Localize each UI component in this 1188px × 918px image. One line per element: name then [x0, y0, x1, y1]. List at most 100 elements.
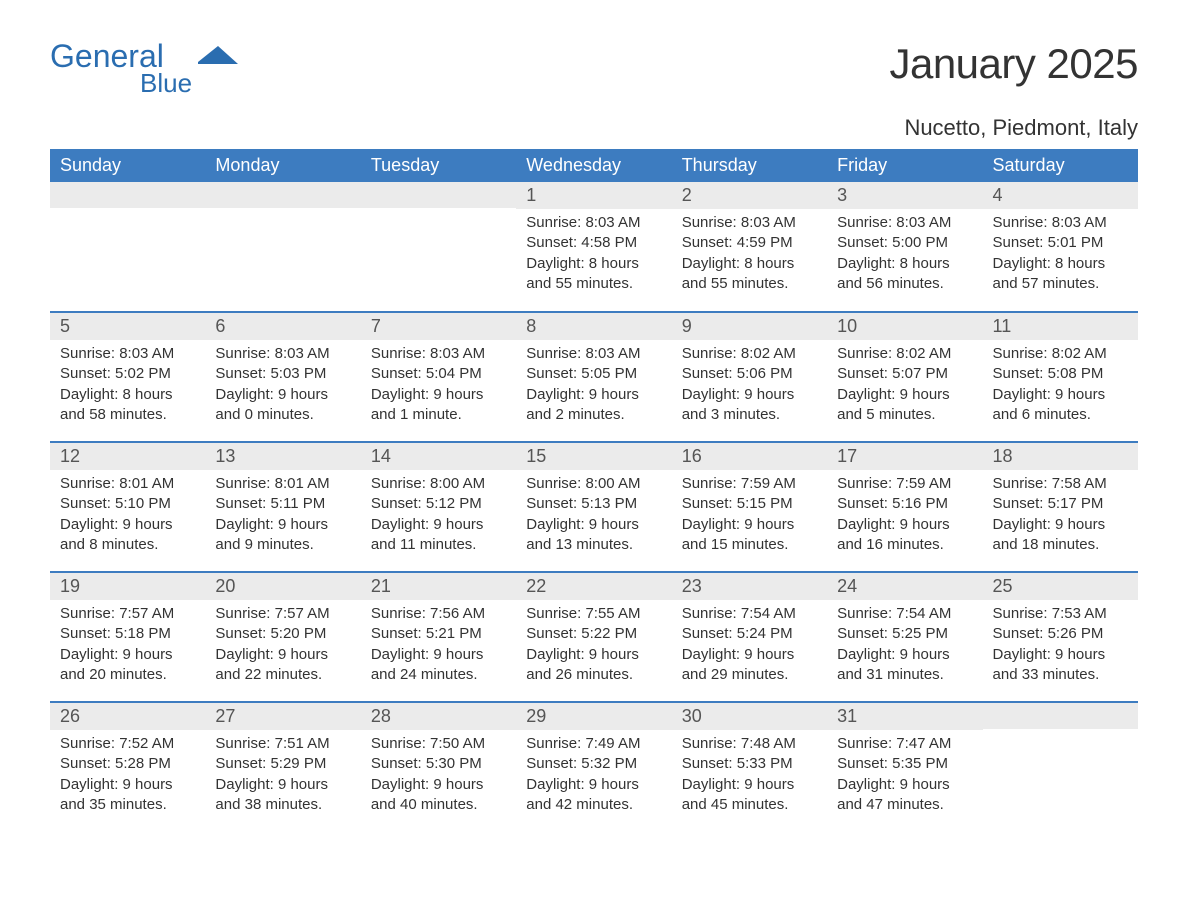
- sunrise-text: Sunrise: 8:02 AM: [837, 344, 972, 364]
- daylight-text: Daylight: 8 hours and 56 minutes.: [837, 254, 972, 295]
- calendar-cell: 14Sunrise: 8:00 AMSunset: 5:12 PMDayligh…: [361, 442, 516, 572]
- daylight-text: Daylight: 9 hours and 15 minutes.: [682, 515, 817, 556]
- sunrise-text: Sunrise: 8:02 AM: [682, 344, 817, 364]
- daylight-text: Daylight: 9 hours and 24 minutes.: [371, 645, 506, 686]
- calendar-cell: 10Sunrise: 8:02 AMSunset: 5:07 PMDayligh…: [827, 312, 982, 442]
- sunrise-text: Sunrise: 7:54 AM: [837, 604, 972, 624]
- calendar-cell: 28Sunrise: 7:50 AMSunset: 5:30 PMDayligh…: [361, 702, 516, 832]
- sunset-text: Sunset: 5:17 PM: [993, 494, 1128, 514]
- day-number: 1: [516, 182, 671, 209]
- calendar-cell: 5Sunrise: 8:03 AMSunset: 5:02 PMDaylight…: [50, 312, 205, 442]
- day-details: Sunrise: 8:01 AMSunset: 5:11 PMDaylight:…: [205, 470, 360, 569]
- sunset-text: Sunset: 5:32 PM: [526, 754, 661, 774]
- day-number: 16: [672, 443, 827, 470]
- calendar-cell: 15Sunrise: 8:00 AMSunset: 5:13 PMDayligh…: [516, 442, 671, 572]
- calendar-cell: 19Sunrise: 7:57 AMSunset: 5:18 PMDayligh…: [50, 572, 205, 702]
- sunrise-text: Sunrise: 7:48 AM: [682, 734, 817, 754]
- calendar-row: 5Sunrise: 8:03 AMSunset: 5:02 PMDaylight…: [50, 312, 1138, 442]
- calendar-row: 1Sunrise: 8:03 AMSunset: 4:58 PMDaylight…: [50, 182, 1138, 312]
- daylight-text: Daylight: 9 hours and 3 minutes.: [682, 385, 817, 426]
- location: Nucetto, Piedmont, Italy: [50, 115, 1138, 141]
- daylight-text: Daylight: 9 hours and 18 minutes.: [993, 515, 1128, 556]
- sunset-text: Sunset: 4:58 PM: [526, 233, 661, 253]
- day-details: Sunrise: 7:49 AMSunset: 5:32 PMDaylight:…: [516, 730, 671, 829]
- sunrise-text: Sunrise: 7:57 AM: [60, 604, 195, 624]
- calendar-cell: 7Sunrise: 8:03 AMSunset: 5:04 PMDaylight…: [361, 312, 516, 442]
- daylight-text: Daylight: 8 hours and 57 minutes.: [993, 254, 1128, 295]
- sunrise-text: Sunrise: 8:03 AM: [215, 344, 350, 364]
- daylight-text: Daylight: 9 hours and 5 minutes.: [837, 385, 972, 426]
- header: General Blue January 2025: [50, 40, 1138, 99]
- day-details: Sunrise: 7:58 AMSunset: 5:17 PMDaylight:…: [983, 470, 1138, 569]
- daylight-text: Daylight: 9 hours and 20 minutes.: [60, 645, 195, 686]
- daylight-text: Daylight: 9 hours and 8 minutes.: [60, 515, 195, 556]
- sunrise-text: Sunrise: 8:03 AM: [526, 344, 661, 364]
- daylight-text: Daylight: 9 hours and 29 minutes.: [682, 645, 817, 686]
- daylight-text: Daylight: 9 hours and 31 minutes.: [837, 645, 972, 686]
- sunset-text: Sunset: 5:28 PM: [60, 754, 195, 774]
- sunset-text: Sunset: 5:13 PM: [526, 494, 661, 514]
- daylight-text: Daylight: 8 hours and 55 minutes.: [526, 254, 661, 295]
- calendar-cell: 9Sunrise: 8:02 AMSunset: 5:06 PMDaylight…: [672, 312, 827, 442]
- day-details: Sunrise: 8:03 AMSunset: 4:58 PMDaylight:…: [516, 209, 671, 308]
- day-details: Sunrise: 7:55 AMSunset: 5:22 PMDaylight:…: [516, 600, 671, 699]
- day-number: 3: [827, 182, 982, 209]
- sunset-text: Sunset: 5:33 PM: [682, 754, 817, 774]
- sunset-text: Sunset: 5:06 PM: [682, 364, 817, 384]
- day-details: Sunrise: 7:59 AMSunset: 5:15 PMDaylight:…: [672, 470, 827, 569]
- calendar-cell: 4Sunrise: 8:03 AMSunset: 5:01 PMDaylight…: [983, 182, 1138, 312]
- col-wednesday: Wednesday: [516, 149, 671, 182]
- day-number: 10: [827, 313, 982, 340]
- sunset-text: Sunset: 5:30 PM: [371, 754, 506, 774]
- day-details: Sunrise: 8:03 AMSunset: 4:59 PMDaylight:…: [672, 209, 827, 308]
- daylight-text: Daylight: 9 hours and 47 minutes.: [837, 775, 972, 816]
- day-details: Sunrise: 8:01 AMSunset: 5:10 PMDaylight:…: [50, 470, 205, 569]
- sunrise-text: Sunrise: 8:02 AM: [993, 344, 1128, 364]
- calendar-cell: [50, 182, 205, 312]
- sunset-text: Sunset: 5:03 PM: [215, 364, 350, 384]
- day-details: Sunrise: 8:00 AMSunset: 5:12 PMDaylight:…: [361, 470, 516, 569]
- sunset-text: Sunset: 5:15 PM: [682, 494, 817, 514]
- sunset-text: Sunset: 5:25 PM: [837, 624, 972, 644]
- calendar-cell: 29Sunrise: 7:49 AMSunset: 5:32 PMDayligh…: [516, 702, 671, 832]
- day-details: Sunrise: 8:02 AMSunset: 5:07 PMDaylight:…: [827, 340, 982, 439]
- day-number: 27: [205, 703, 360, 730]
- sunset-text: Sunset: 5:35 PM: [837, 754, 972, 774]
- logo-flag-icon: [198, 44, 238, 68]
- sunset-text: Sunset: 5:18 PM: [60, 624, 195, 644]
- col-saturday: Saturday: [983, 149, 1138, 182]
- calendar-cell: 17Sunrise: 7:59 AMSunset: 5:16 PMDayligh…: [827, 442, 982, 572]
- day-details: Sunrise: 7:47 AMSunset: 5:35 PMDaylight:…: [827, 730, 982, 829]
- calendar-row: 12Sunrise: 8:01 AMSunset: 5:10 PMDayligh…: [50, 442, 1138, 572]
- day-details: Sunrise: 8:02 AMSunset: 5:06 PMDaylight:…: [672, 340, 827, 439]
- day-number: [361, 182, 516, 208]
- sunset-text: Sunset: 5:10 PM: [60, 494, 195, 514]
- day-details: Sunrise: 8:03 AMSunset: 5:01 PMDaylight:…: [983, 209, 1138, 308]
- daylight-text: Daylight: 9 hours and 16 minutes.: [837, 515, 972, 556]
- day-number: 11: [983, 313, 1138, 340]
- day-number: 2: [672, 182, 827, 209]
- sunset-text: Sunset: 5:20 PM: [215, 624, 350, 644]
- calendar-cell: 18Sunrise: 7:58 AMSunset: 5:17 PMDayligh…: [983, 442, 1138, 572]
- day-number: 28: [361, 703, 516, 730]
- calendar-cell: 1Sunrise: 8:03 AMSunset: 4:58 PMDaylight…: [516, 182, 671, 312]
- sunrise-text: Sunrise: 7:52 AM: [60, 734, 195, 754]
- calendar-row: 26Sunrise: 7:52 AMSunset: 5:28 PMDayligh…: [50, 702, 1138, 832]
- logo: General Blue: [50, 40, 238, 99]
- sunrise-text: Sunrise: 8:03 AM: [371, 344, 506, 364]
- sunrise-text: Sunrise: 8:03 AM: [60, 344, 195, 364]
- sunrise-text: Sunrise: 8:03 AM: [682, 213, 817, 233]
- day-number: [983, 703, 1138, 729]
- day-number: [205, 182, 360, 208]
- calendar-cell: [205, 182, 360, 312]
- sunrise-text: Sunrise: 7:56 AM: [371, 604, 506, 624]
- calendar-cell: 20Sunrise: 7:57 AMSunset: 5:20 PMDayligh…: [205, 572, 360, 702]
- sunrise-text: Sunrise: 7:58 AM: [993, 474, 1128, 494]
- daylight-text: Daylight: 9 hours and 45 minutes.: [682, 775, 817, 816]
- calendar-cell: 16Sunrise: 7:59 AMSunset: 5:15 PMDayligh…: [672, 442, 827, 572]
- daylight-text: Daylight: 9 hours and 1 minute.: [371, 385, 506, 426]
- calendar-cell: 13Sunrise: 8:01 AMSunset: 5:11 PMDayligh…: [205, 442, 360, 572]
- sunrise-text: Sunrise: 7:54 AM: [682, 604, 817, 624]
- day-details: Sunrise: 8:00 AMSunset: 5:13 PMDaylight:…: [516, 470, 671, 569]
- sunset-text: Sunset: 5:24 PM: [682, 624, 817, 644]
